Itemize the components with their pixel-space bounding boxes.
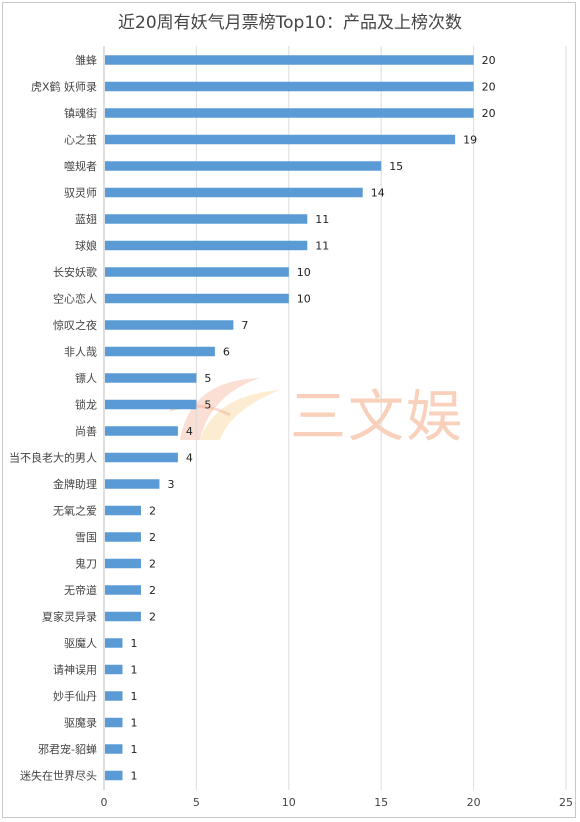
bar <box>105 505 141 516</box>
bar <box>105 611 141 622</box>
category-label: 雏蜂 <box>75 53 97 67</box>
value-label: 1 <box>130 717 137 730</box>
category-label: 球娘 <box>75 239 97 253</box>
bar <box>105 638 123 648</box>
value-label: 5 <box>204 399 211 412</box>
value-label: 1 <box>130 690 137 703</box>
bar <box>105 373 197 383</box>
category-label: 虎X鹤 妖师录 <box>31 80 97 94</box>
bar <box>105 664 123 675</box>
value-label: 2 <box>149 505 156 518</box>
value-label: 14 <box>371 187 385 200</box>
bar <box>105 214 308 224</box>
bar <box>105 81 474 92</box>
watermark-text: 三文娱 <box>290 385 464 450</box>
value-label: 2 <box>149 531 156 544</box>
bar <box>105 770 123 781</box>
category-label: 长安妖歌 <box>53 265 97 279</box>
value-label: 2 <box>149 584 156 597</box>
value-label: 4 <box>186 425 193 438</box>
category-label: 鬼刀 <box>75 557 97 571</box>
value-label: 1 <box>130 664 137 677</box>
value-label: 7 <box>241 319 248 332</box>
bar <box>105 532 141 542</box>
category-label: 请神误用 <box>53 663 97 677</box>
value-label: 20 <box>482 107 496 120</box>
value-label: 11 <box>315 240 329 253</box>
category-label: 惊叹之夜 <box>53 318 97 332</box>
bar <box>105 558 141 569</box>
x-tick-label: 5 <box>193 796 200 809</box>
bar <box>105 744 123 754</box>
category-label: 驱魔录 <box>64 716 97 730</box>
category-label: 雪国 <box>75 531 97 544</box>
category-label: 驭灵师 <box>64 187 97 200</box>
bar <box>105 161 382 171</box>
category-label: 当不良老大的男人 <box>9 451 97 465</box>
value-label: 6 <box>223 346 230 359</box>
x-tick-labels: 0 5 10 15 20 25 <box>101 796 574 809</box>
x-tick-label: 20 <box>467 796 481 809</box>
bar <box>105 108 474 118</box>
category-label: 无氧之爱 <box>53 504 97 518</box>
category-label: 噬规者 <box>64 159 97 173</box>
category-label: 无帝道 <box>64 583 97 597</box>
chart-title: 近20周有妖气月票榜Top10：产品及上榜次数 <box>118 13 462 33</box>
bar <box>105 267 289 277</box>
category-label: 妙手仙丹 <box>53 689 97 703</box>
value-label: 2 <box>149 558 156 571</box>
category-label: 镖人 <box>75 371 97 385</box>
value-label: 20 <box>482 81 496 94</box>
bar <box>105 585 141 595</box>
bar <box>105 320 234 330</box>
category-label: 尚善 <box>75 424 97 438</box>
category-label: 空心恋人 <box>53 292 97 306</box>
category-label: 邪君宠-貂蝉 <box>38 742 97 756</box>
category-label: 心之茧 <box>64 133 97 147</box>
bar <box>105 134 456 145</box>
category-label: 锁龙 <box>75 398 97 412</box>
bar <box>105 399 197 410</box>
value-label: 1 <box>130 743 137 756</box>
category-label: 迷失在世界尽头 <box>20 770 97 783</box>
bar <box>105 479 160 489</box>
x-tick-label: 25 <box>559 796 573 809</box>
bar <box>105 240 308 251</box>
value-label: 1 <box>130 770 137 783</box>
bar <box>105 55 474 65</box>
bars-group <box>105 55 474 781</box>
value-label: 3 <box>167 478 174 491</box>
category-label: 驱魔人 <box>64 636 97 650</box>
value-label: 15 <box>389 160 403 173</box>
category-label: 金牌助理 <box>53 477 97 491</box>
value-label: 10 <box>297 266 311 279</box>
bar <box>105 426 178 436</box>
x-tick-label: 10 <box>282 796 296 809</box>
bar <box>105 452 178 463</box>
bar <box>105 717 123 728</box>
value-label: 2 <box>149 611 156 624</box>
bar <box>105 346 215 357</box>
category-label: 蓝翅 <box>75 212 97 226</box>
value-label: 10 <box>297 293 311 306</box>
value-label: 11 <box>315 213 329 226</box>
bar <box>105 691 123 701</box>
value-label: 5 <box>204 372 211 385</box>
value-label: 19 <box>463 134 477 147</box>
x-tick-label: 15 <box>374 796 388 809</box>
bar <box>105 293 289 304</box>
category-label: 非人哉 <box>64 345 97 359</box>
value-label: 4 <box>186 452 193 465</box>
bar <box>105 187 363 198</box>
value-label: 20 <box>482 54 496 67</box>
grid-lines <box>103 46 567 790</box>
x-tick-label: 0 <box>101 796 108 809</box>
value-label: 1 <box>130 637 137 650</box>
category-label: 夏家灵异录 <box>42 610 97 624</box>
category-label: 镇魂街 <box>64 106 97 120</box>
